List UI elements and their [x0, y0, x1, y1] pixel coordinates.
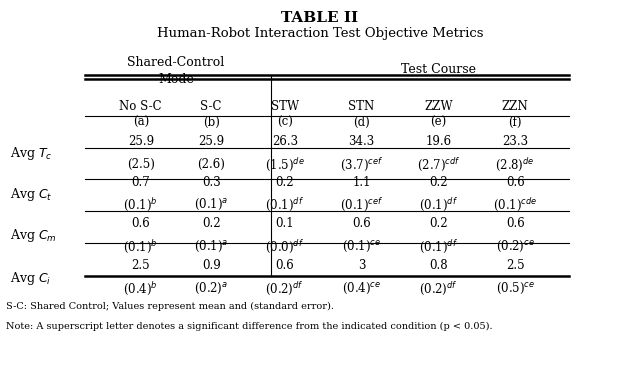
Text: ZZN: ZZN	[502, 100, 529, 113]
Text: (2.5): (2.5)	[127, 158, 155, 171]
Text: STW: STW	[271, 100, 299, 113]
Text: (0.2)$^{df}$: (0.2)$^{df}$	[419, 280, 458, 297]
Text: Avg $T_c$: Avg $T_c$	[10, 145, 52, 162]
Text: (d): (d)	[353, 116, 370, 129]
Text: (2.8)$^{de}$: (2.8)$^{de}$	[495, 156, 535, 173]
Text: (1.5)$^{de}$: (1.5)$^{de}$	[265, 156, 305, 173]
Text: TABLE II: TABLE II	[282, 11, 358, 25]
Text: (0.2)$^{df}$: (0.2)$^{df}$	[266, 280, 304, 297]
Text: (0.1)$^{df}$: (0.1)$^{df}$	[265, 196, 305, 213]
Text: (c): (c)	[277, 116, 292, 129]
Text: (3.7)$^{cef}$: (3.7)$^{cef}$	[340, 156, 383, 173]
Text: 1.1: 1.1	[353, 176, 371, 188]
Text: 25.9: 25.9	[128, 135, 154, 148]
Text: (0.1)$^{a}$: (0.1)$^{a}$	[194, 239, 228, 254]
Text: 19.6: 19.6	[426, 135, 451, 148]
Text: 0.8: 0.8	[429, 259, 448, 273]
Text: (0.1)$^{cef}$: (0.1)$^{cef}$	[340, 196, 383, 213]
Text: 0.6: 0.6	[506, 217, 525, 230]
Text: Mode: Mode	[158, 73, 194, 86]
Text: 0.6: 0.6	[275, 259, 294, 273]
Text: 0.7: 0.7	[131, 176, 150, 188]
Text: No S-C: No S-C	[120, 100, 162, 113]
Text: 0.2: 0.2	[202, 217, 221, 230]
Text: Note: A superscript letter denotes a significant difference from the indicated c: Note: A superscript letter denotes a sig…	[6, 322, 493, 331]
Text: 0.3: 0.3	[202, 176, 221, 188]
Text: (0.4)$^{ce}$: (0.4)$^{ce}$	[342, 281, 381, 296]
Text: (0.1)$^{df}$: (0.1)$^{df}$	[419, 196, 458, 213]
Text: (0.1)$^{cde}$: (0.1)$^{cde}$	[493, 196, 538, 213]
Text: (f): (f)	[508, 116, 522, 129]
Text: (0.4)$^{b}$: (0.4)$^{b}$	[124, 280, 158, 297]
Text: 23.3: 23.3	[502, 135, 528, 148]
Text: (e): (e)	[430, 116, 447, 129]
Text: 0.6: 0.6	[506, 176, 525, 188]
Text: ZZW: ZZW	[424, 100, 452, 113]
Text: Avg $C_t$: Avg $C_t$	[10, 185, 52, 203]
Text: (0.2)$^{ce}$: (0.2)$^{ce}$	[496, 239, 534, 254]
Text: 34.3: 34.3	[348, 135, 375, 148]
Text: 0.6: 0.6	[131, 217, 150, 230]
Text: 0.2: 0.2	[275, 176, 294, 188]
Text: Shared-Control: Shared-Control	[127, 57, 225, 69]
Text: (0.1)$^{a}$: (0.1)$^{a}$	[194, 197, 228, 212]
Text: 0.2: 0.2	[429, 176, 448, 188]
Text: (0.2)$^{a}$: (0.2)$^{a}$	[194, 281, 228, 296]
Text: 0.9: 0.9	[202, 259, 221, 273]
Text: (0.1)$^{df}$: (0.1)$^{df}$	[419, 238, 458, 255]
Text: (0.5)$^{ce}$: (0.5)$^{ce}$	[495, 281, 535, 296]
Text: Avg $C_i$: Avg $C_i$	[10, 270, 51, 287]
Text: 2.5: 2.5	[506, 259, 525, 273]
Text: (2.6): (2.6)	[197, 158, 225, 171]
Text: S-C: Shared Control; Values represent mean and (standard error).: S-C: Shared Control; Values represent me…	[6, 302, 334, 311]
Text: 2.5: 2.5	[131, 259, 150, 273]
Text: Human-Robot Interaction Test Objective Metrics: Human-Robot Interaction Test Objective M…	[157, 27, 483, 40]
Text: (0.0)$^{df}$: (0.0)$^{df}$	[265, 238, 305, 255]
Text: (0.1)$^{b}$: (0.1)$^{b}$	[124, 238, 158, 255]
Text: (b): (b)	[203, 116, 220, 129]
Text: 25.9: 25.9	[198, 135, 224, 148]
Text: (a): (a)	[132, 116, 149, 129]
Text: S-C: S-C	[200, 100, 222, 113]
Text: (2.7)$^{cdf}$: (2.7)$^{cdf}$	[417, 156, 460, 173]
Text: 0.6: 0.6	[352, 217, 371, 230]
Text: (0.1)$^{b}$: (0.1)$^{b}$	[124, 196, 158, 213]
Text: 3: 3	[358, 259, 365, 273]
Text: 0.1: 0.1	[275, 217, 294, 230]
Text: STN: STN	[348, 100, 375, 113]
Text: 26.3: 26.3	[272, 135, 298, 148]
Text: (0.1)$^{ce}$: (0.1)$^{ce}$	[342, 239, 381, 254]
Text: Test Course: Test Course	[401, 63, 476, 76]
Text: Avg $C_m$: Avg $C_m$	[10, 227, 56, 244]
Text: 0.2: 0.2	[429, 217, 448, 230]
